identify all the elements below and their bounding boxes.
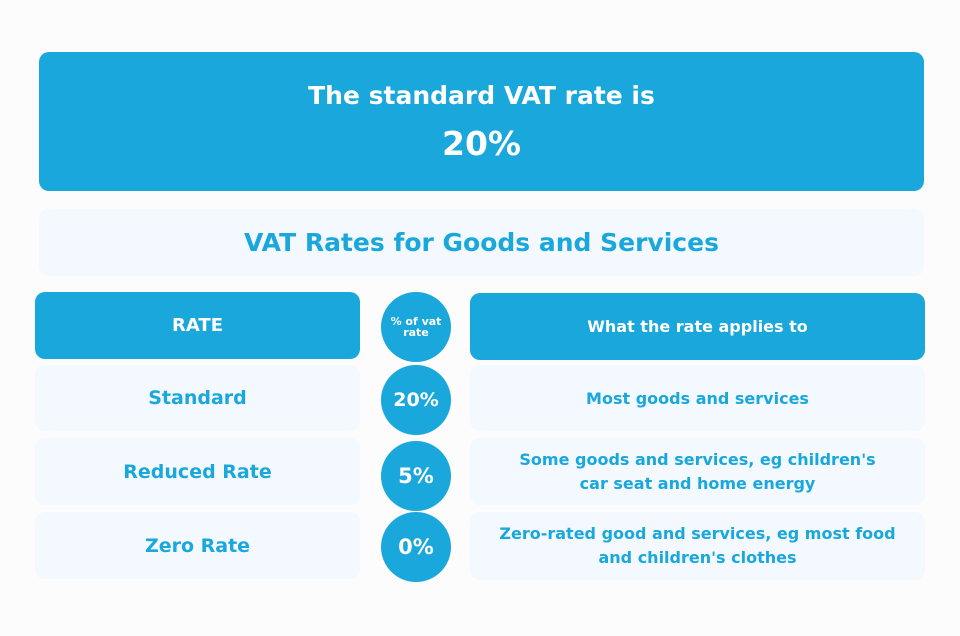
row-reduced-rate: Reduced Rate (35, 438, 360, 505)
row-zero-percent: 0% (381, 512, 451, 582)
row-standard-applies: Most goods and services (470, 365, 925, 431)
row-standard-percent: 20% (381, 365, 451, 435)
standard-rate-banner: The standard VAT rate is 20% (39, 52, 924, 191)
banner-title: The standard VAT rate is (308, 80, 655, 110)
row-zero-applies: Zero-rated good and services, eg most fo… (470, 512, 925, 580)
header-percent: % of vat rate (381, 292, 451, 362)
row-reduced-percent: 5% (381, 441, 451, 511)
banner-value: 20% (442, 123, 521, 163)
header-rate: RATE (35, 292, 360, 359)
row-reduced-applies: Some goods and services, eg children's c… (470, 438, 925, 505)
section-title: VAT Rates for Goods and Services (39, 209, 924, 276)
row-zero-rate: Zero Rate (35, 512, 360, 579)
header-applies: What the rate applies to (470, 293, 925, 360)
row-standard-rate: Standard (35, 365, 360, 431)
